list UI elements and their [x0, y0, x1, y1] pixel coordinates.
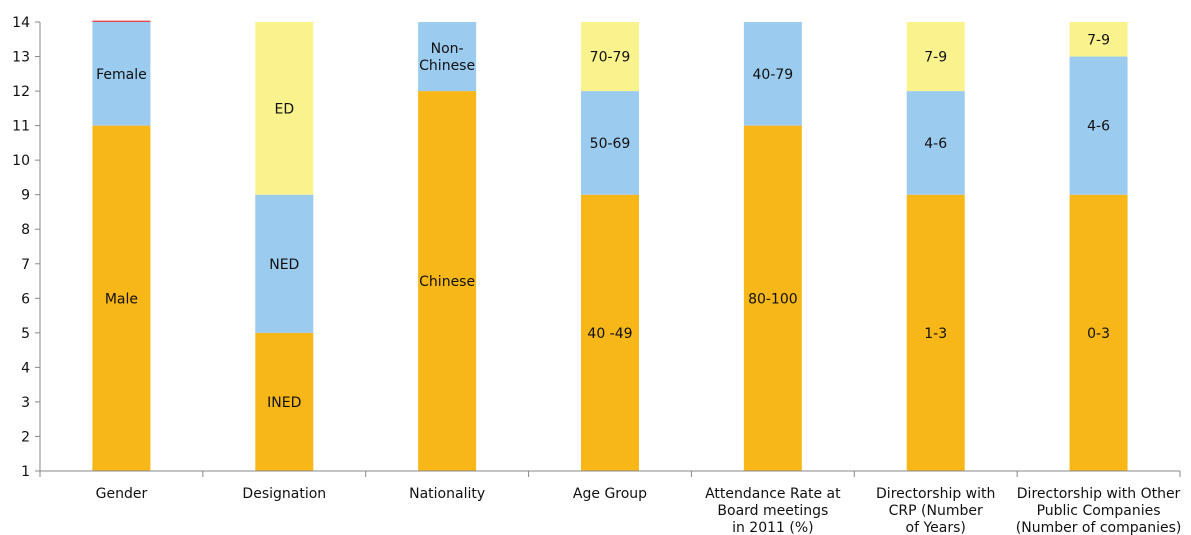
category-label-6: Directorship with	[876, 486, 995, 502]
bar-segment-2-2	[255, 194, 314, 333]
bar-segment-2-3	[255, 22, 314, 195]
bar-segment-3-1	[418, 91, 477, 471]
y-tick-label: 4	[21, 360, 30, 376]
category-label-5: Attendance Rate at	[705, 486, 841, 502]
category-label-4: Age Group	[573, 486, 647, 502]
y-tick-label: 5	[21, 326, 30, 342]
axes-layer	[35, 21, 1181, 477]
segment-label: 70-79	[590, 50, 631, 66]
bar-segment-4-2	[581, 91, 639, 195]
segment-label: Non-	[431, 41, 464, 57]
y-tick-label: 8	[21, 222, 30, 238]
category-label-7: Directorship with Other	[1017, 486, 1181, 502]
bar-segment-4-1	[581, 194, 639, 471]
bar-segment-7-3	[1069, 22, 1128, 57]
segment-label: 4-6	[924, 136, 947, 152]
category-label-7: (Number of companies)	[1016, 520, 1182, 535]
segment-label: ED	[274, 101, 294, 117]
bars-layer	[92, 20, 1128, 472]
segment-labels: MaleFemaleINEDNEDEDChineseNon-Chinese40 …	[96, 32, 1110, 411]
segment-label: 4-6	[1087, 119, 1110, 135]
segment-label: 0-3	[1087, 326, 1110, 342]
bar-segment-6-2	[906, 91, 965, 195]
y-tick-label: 10	[12, 153, 30, 169]
bar-segment-7-1	[1069, 194, 1128, 471]
y-tick-label: 11	[12, 119, 30, 135]
segment-label: NED	[269, 257, 299, 273]
bar-segment-6-3	[906, 22, 965, 92]
y-tick-label: 14	[12, 15, 30, 31]
segment-label: 40 -49	[587, 326, 632, 342]
segment-label: 80-100	[748, 291, 798, 307]
bar-segment-3-2	[418, 22, 477, 92]
category-label-5: in 2011 (%)	[732, 520, 814, 535]
category-label-6: CRP (Number	[889, 503, 983, 519]
category-labels: Gender Designation Nationality Age Group Att…	[96, 486, 1182, 535]
y-tick-label: 2	[21, 429, 30, 445]
bar-segment-2-1	[255, 332, 314, 471]
y-tick-label: 7	[21, 257, 30, 273]
y-tick-label: 9	[21, 188, 30, 204]
category-label-6: of Years)	[906, 520, 966, 535]
bar-segment-1-3	[92, 20, 151, 22]
segment-label: 7-9	[924, 50, 947, 66]
category-label-1: Gender	[96, 486, 148, 502]
category-label-5: Board meetings	[717, 503, 828, 519]
y-tick-label: 12	[12, 84, 30, 100]
segment-label: 50-69	[590, 136, 631, 152]
bar-segment-5-1	[743, 125, 802, 472]
segment-label: 1-3	[924, 326, 947, 342]
y-tick-label: 6	[21, 291, 30, 307]
category-label-2: Designation	[242, 486, 326, 502]
segment-label: Chinese	[419, 274, 475, 290]
category-label-3: Nationality	[409, 486, 485, 502]
bar-segment-1-2	[92, 22, 151, 126]
y-tick-label: 3	[21, 395, 30, 411]
bar-segment-6-1	[906, 194, 965, 471]
bar-segment-7-2	[1069, 56, 1128, 195]
y-tick-label: 1	[21, 464, 30, 480]
segment-label: 7-9	[1087, 32, 1110, 48]
segment-label: INED	[267, 395, 301, 411]
segment-label: 40-79	[753, 67, 794, 83]
bar-segment-5-2	[743, 22, 802, 126]
category-label-7: Public Companies	[1037, 503, 1161, 519]
segment-label: Male	[105, 291, 138, 307]
bar-segment-1-1	[92, 125, 151, 472]
segment-label: Chinese	[419, 58, 475, 74]
bar-segment-4-3	[581, 22, 639, 92]
y-tick-label: 13	[12, 50, 30, 66]
segment-label: Female	[96, 67, 147, 83]
